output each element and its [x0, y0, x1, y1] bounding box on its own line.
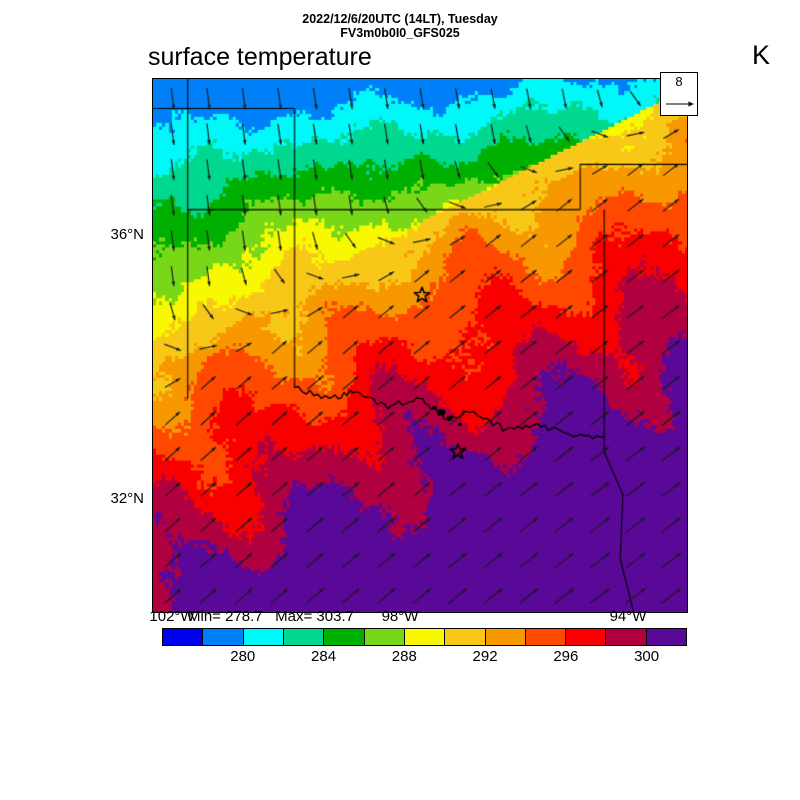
colorbar-band — [525, 629, 567, 645]
colorbar-tick-labels: 280 284 288 292 296 300 — [162, 648, 687, 668]
map-plot-area[interactable] — [152, 78, 688, 613]
chart-title-block: 2022/12/6/20UTC (14LT), Tuesday FV3m0b0I… — [0, 12, 800, 40]
colorbar-band — [485, 629, 526, 645]
colorbar-band — [606, 629, 647, 645]
lat-tick-32n: 32°N — [110, 490, 144, 507]
lon-tick-102w: 102°W — [149, 608, 195, 625]
colorbar-band — [283, 629, 325, 645]
chart-model-title: FV3m0b0I0_GFS025 — [340, 26, 460, 40]
colorbar-tick-label: 296 — [553, 648, 579, 665]
colorbar-band — [566, 629, 607, 645]
colorbar-tick-label: 280 — [230, 648, 256, 665]
colorbar-band — [646, 629, 687, 645]
colorbar-tick-label: 284 — [311, 648, 337, 665]
colorbar-band — [203, 629, 244, 645]
lat-tick-36n: 36°N — [110, 226, 144, 243]
lon-tick-98w: 98°W — [381, 608, 419, 625]
chart-datetime-title: 2022/12/6/20UTC (14LT), Tuesday — [302, 12, 498, 26]
colorbar-band — [243, 629, 284, 645]
colorbar[interactable] — [162, 628, 687, 646]
wind-legend-value: 8 — [675, 74, 683, 89]
colorbar-band — [445, 629, 486, 645]
lon-tick-94w: 94°W — [609, 608, 647, 625]
colorbar-band — [163, 629, 204, 645]
unit-label: K — [751, 40, 770, 70]
variable-title: surface temperature — [148, 43, 372, 71]
minmax-annotation: Min= 278.7 Max= 303.7 — [188, 608, 354, 625]
colorbar-tick-label: 288 — [391, 648, 417, 665]
wind-vector-arrow-icon — [666, 101, 694, 107]
colorbar-band — [364, 629, 405, 645]
max-value-label: Max= 303.7 — [275, 608, 354, 625]
min-value-label: Min= 278.7 — [188, 608, 263, 625]
colorbar-band — [404, 629, 446, 645]
colorbar-tick-label: 292 — [472, 648, 498, 665]
colorbar-band — [324, 629, 365, 645]
colorbar-tick-label: 300 — [634, 648, 660, 665]
wind-vector-legend: 8 — [660, 72, 698, 116]
temperature-heatmap-canvas — [153, 79, 687, 612]
